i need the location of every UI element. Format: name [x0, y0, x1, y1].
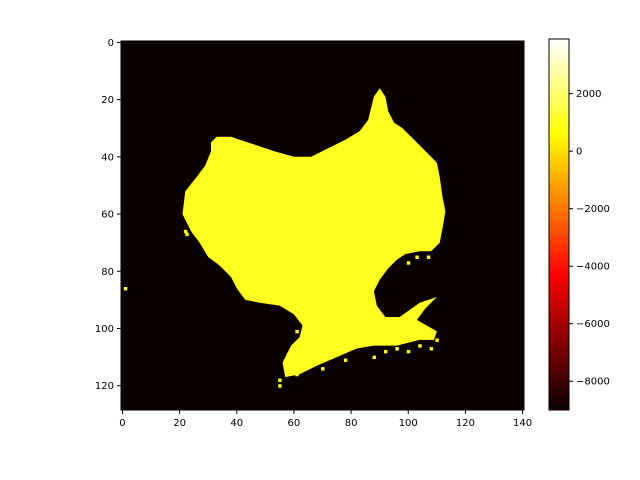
plot-frame: [120, 40, 525, 411]
heatmap-speckle: [415, 255, 419, 259]
heatmap-speckle: [278, 384, 282, 388]
x-tick-label: 100: [399, 418, 418, 429]
heatmap-speckle: [321, 367, 325, 371]
heatmap-speckle: [295, 372, 299, 377]
colorbar-tick-label: −8000: [576, 377, 610, 388]
y-tick-label: 0: [108, 38, 114, 49]
x-tick-label: 40: [230, 418, 243, 429]
heatmap-speckle: [406, 261, 411, 265]
y-tick-label: 100: [95, 324, 114, 335]
x-tick-label: 60: [288, 418, 301, 429]
y-tick-label: 80: [101, 267, 114, 278]
y-tick-label: 120: [95, 381, 114, 392]
y-tick-label: 40: [101, 152, 114, 163]
colorbar-tick-label: −6000: [576, 319, 610, 330]
x-axis: 0 20 40 60 80 100 120 140: [119, 410, 532, 429]
colorbar-tick-label: −2000: [576, 204, 610, 215]
heatmap-speckle: [426, 255, 431, 259]
y-tick-label: 20: [101, 95, 114, 106]
heatmap-speckle: [395, 347, 399, 351]
heatmap-speckle: [123, 287, 128, 291]
x-tick-label: 20: [173, 418, 186, 429]
heatmap-speckle: [185, 232, 189, 237]
heatmap-speckle: [406, 349, 411, 354]
y-tick-label: 60: [101, 210, 114, 221]
colorbar: 2000 0 −2000 −4000 −6000 −8000: [548, 38, 610, 411]
heatmap-speckle: [372, 355, 376, 360]
colorbar-tick-label: 2000: [576, 89, 601, 100]
colorbar-tick-label: 0: [576, 147, 582, 158]
x-tick-label: 0: [119, 418, 125, 429]
image-area: [121, 41, 524, 410]
x-tick-label: 140: [513, 418, 532, 429]
heatmap-speckle: [286, 352, 291, 357]
heatmap-speckle: [343, 358, 348, 362]
x-tick-label: 80: [345, 418, 358, 429]
y-axis: 0 20 40 60 80 100 120: [95, 38, 121, 392]
heatmap-speckle: [383, 349, 388, 354]
heatmap-speckle: [418, 344, 422, 348]
heatmap-speckle: [429, 347, 434, 351]
heatmap-speckle: [295, 329, 299, 334]
heatmap-region: [182, 88, 446, 378]
colorbar-tick-label: −4000: [576, 262, 610, 273]
heatmap-speckle: [183, 229, 188, 234]
colorbar-gradient: [548, 38, 570, 411]
heatmap-speckle: [435, 338, 439, 342]
x-tick-label: 120: [456, 418, 475, 429]
heatmap-speckle: [278, 378, 282, 382]
